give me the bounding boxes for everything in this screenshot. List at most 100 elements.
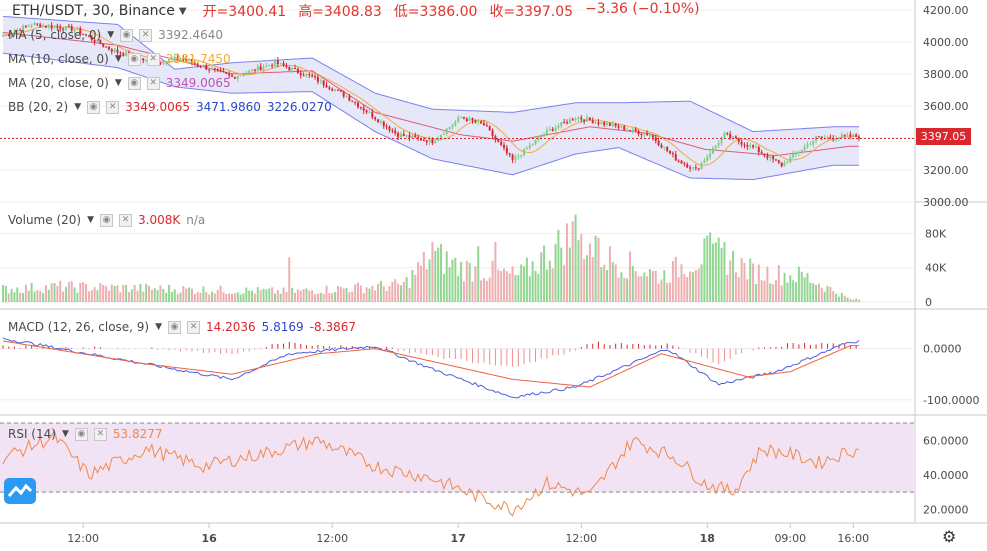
volume-bar [248,290,251,302]
candle-body [703,160,706,163]
close-icon[interactable]: ✕ [187,320,201,334]
close-icon[interactable]: ✕ [139,28,153,42]
volume-bar [431,242,434,302]
eye-icon[interactable]: ◉ [127,76,141,90]
candle-body [557,125,560,128]
bb-upper-line [2,15,859,133]
volume-bar [835,293,838,302]
candle-body [462,117,465,119]
volume-bar [408,287,411,302]
candle-body [783,162,786,167]
volume-bar [113,285,116,302]
volume-bar [148,285,151,302]
legend-ma5[interactable]: MA (5, close, 0) ▼ ◉ ✕ 3392.4640 [8,28,223,42]
volume-bar [852,299,855,302]
chevron-down-icon[interactable]: ▼ [107,30,115,40]
volume-bar [729,260,732,302]
volume-bar [70,280,73,302]
volume-bar [700,264,703,302]
gear-icon[interactable]: ⚙ [942,527,957,546]
tradingview-logo-icon[interactable] [4,478,36,504]
volume-bar [305,288,308,302]
chevron-down-icon[interactable]: ▼ [87,215,94,225]
candle-body [265,65,268,68]
candle-body [165,60,168,64]
volume-bar [691,272,694,302]
chevron-down-icon[interactable]: ▼ [74,102,82,112]
chevron-down-icon[interactable]: ▼ [155,322,163,332]
volume-bar [397,283,400,302]
candle-body [44,25,47,28]
volume-bar [754,284,757,302]
volume-bar [196,291,199,302]
close-icon[interactable]: ✕ [146,52,160,66]
candle-body [620,126,623,128]
close-icon[interactable]: ✕ [106,100,120,114]
volume-bar [786,282,789,302]
volume-bar [90,290,93,302]
y-tick-label: 4000.00 [923,36,969,49]
candle-body [4,34,7,36]
candle-body [608,123,611,126]
candle-body [231,75,234,77]
volume-bar [179,292,182,302]
close-icon[interactable]: ✕ [146,76,160,90]
candle-body [617,125,620,128]
candle-body [680,160,683,164]
volume-bar [737,277,740,302]
symbol-selector[interactable]: ETH/USDT, 30, Binance [12,3,175,19]
y-tick-label: 20.0000 [923,503,969,516]
eye-icon[interactable]: ◉ [74,427,88,441]
candle-body [726,132,729,134]
candle-body [259,66,262,70]
volume-bar [772,284,775,302]
eye-icon[interactable]: ◉ [168,320,182,334]
volume-bar [780,285,783,302]
eye-icon[interactable]: ◉ [127,52,141,66]
volume-bar [680,264,683,302]
legend-ma20[interactable]: MA (20, close, 0) ▼ ◉ ✕ 3349.0065 [8,76,231,90]
y-tick-label: 40.0000 [923,469,969,482]
volume-bar [27,290,30,302]
legend-ma10[interactable]: MA (10, close, 0) ▼ ◉ ✕ 3381.7450 [8,52,231,66]
candle-body [73,29,76,31]
legend-volume[interactable]: Volume (20) ▼ ◉ ✕ 3.008K n/a [8,213,205,227]
legend-value: 5.8169 [261,320,304,334]
candle-body [806,144,809,147]
eye-icon[interactable]: ◉ [87,100,101,114]
legend-macd[interactable]: MACD (12, 26, close, 9) ▼ ◉ ✕ 14.2036 5.… [8,320,356,334]
candle-body [823,137,826,139]
volume-bar [368,288,371,302]
volume-bar [491,260,494,302]
volume-bar [649,269,652,302]
candle-body [482,123,485,126]
y-tick-label: 3000.00 [923,196,969,209]
chevron-down-icon[interactable]: ▼ [114,54,122,64]
volume-bar [414,274,417,302]
volume-bar [379,280,382,302]
candle-body [268,65,271,67]
candle-body [606,123,609,125]
candle-body [709,153,712,157]
chevron-down-icon[interactable]: ▼ [114,78,122,88]
candle-body [752,145,755,148]
candle-body [233,76,236,79]
legend-rsi[interactable]: RSI (14) ▼ ◉ ✕ 53.8277 [8,427,163,441]
eye-icon[interactable]: ◉ [100,213,113,227]
close-icon[interactable]: ✕ [93,427,107,441]
candle-body [714,145,717,148]
legend-value: 3349.0065 [125,100,191,114]
candle-body [276,60,279,65]
chevron-down-icon[interactable]: ▼ [178,5,187,17]
candle-body [182,58,185,60]
eye-icon[interactable]: ◉ [120,28,134,42]
close-icon[interactable]: ✕ [119,213,132,227]
candle-body [611,123,614,126]
volume-bar [806,273,809,302]
volume-bar [723,242,726,302]
candle-body [843,134,846,136]
candle-body [236,76,239,79]
chevron-down-icon[interactable]: ▼ [61,429,69,439]
legend-bb[interactable]: BB (20, 2) ▼ ◉ ✕ 3349.0065 3471.9860 322… [8,100,332,114]
volume-bar [351,291,354,302]
